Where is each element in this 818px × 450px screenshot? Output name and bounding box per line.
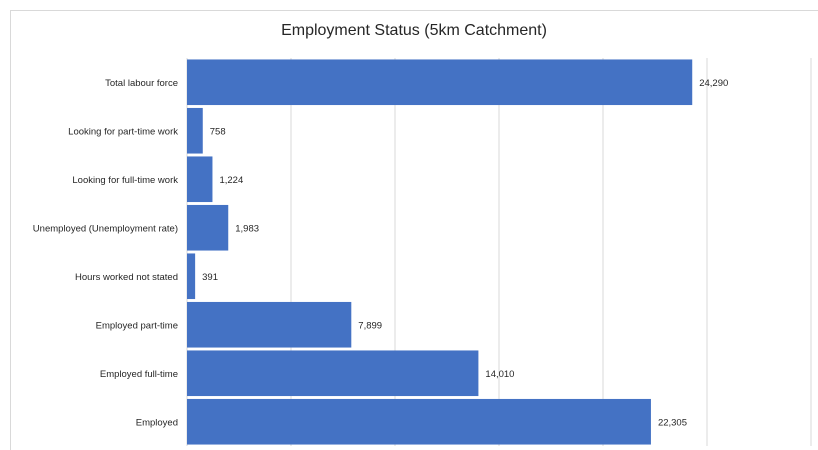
category-labels: Total labour force Looking for part-time …	[33, 78, 178, 429]
bar	[187, 350, 479, 397]
category-label: Employed part-time	[96, 320, 178, 331]
bar	[187, 59, 693, 106]
category-label: Employed	[136, 417, 178, 428]
category-label: Looking for part-time work	[68, 126, 178, 137]
category-label: Hours worked not stated	[75, 272, 178, 283]
data-label: 1,983	[235, 223, 259, 234]
category-label: Total labour force	[105, 78, 178, 89]
bar	[187, 398, 651, 445]
data-label: 391	[202, 272, 218, 283]
data-label: 758	[210, 126, 226, 137]
chart-title: Employment Status (5km Catchment)	[281, 22, 547, 39]
bar	[187, 301, 352, 348]
bar	[187, 156, 213, 203]
category-label: Looking for full-time work	[72, 175, 178, 186]
data-label: 7,899	[358, 320, 382, 331]
bars	[187, 59, 693, 445]
category-label: Employed full-time	[100, 369, 178, 380]
bar	[187, 204, 229, 251]
data-label: 14,010	[485, 369, 514, 380]
category-label: Unemployed (Unemployment rate)	[33, 223, 178, 234]
bar	[187, 107, 203, 154]
bar	[187, 253, 196, 300]
data-labels: 24,290 758 1,224 1,983 391 7,899 14,010 22,305	[202, 78, 728, 429]
data-label: 24,290	[699, 78, 728, 89]
data-label: 22,305	[658, 417, 687, 428]
data-label: 1,224	[219, 175, 243, 186]
